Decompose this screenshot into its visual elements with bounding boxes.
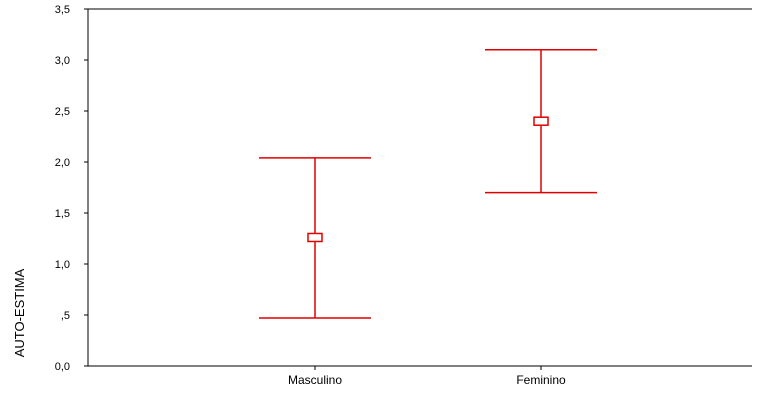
axes	[87, 8, 752, 367]
x-tick-label: Feminino	[516, 373, 566, 387]
error-bars	[259, 49, 597, 319]
mean-marker	[533, 116, 549, 126]
y-axis-ticks: 0,0 ,5 1,0 1,5 2,0 2,5 3,0 3,5	[55, 4, 88, 373]
y-tick-label: 3,0	[55, 55, 70, 67]
y-tick-label: 1,5	[55, 208, 70, 220]
y-tick-label: 1,0	[55, 259, 70, 271]
x-axis-labels: Masculino Feminino	[288, 366, 566, 387]
y-tick-label: 0,0	[55, 361, 70, 373]
y-tick-label: 2,5	[55, 106, 70, 118]
y-tick-label: 3,5	[55, 4, 70, 16]
y-tick-label: 2,0	[55, 157, 70, 169]
x-tick-label: Masculino	[288, 373, 342, 387]
mean-marker	[307, 232, 323, 243]
y-axis-title: AUTO-ESTIMA	[12, 268, 27, 357]
y-tick-label: ,5	[61, 310, 70, 322]
error-bar-feminino	[485, 49, 597, 194]
error-bar-masculino	[259, 157, 371, 319]
